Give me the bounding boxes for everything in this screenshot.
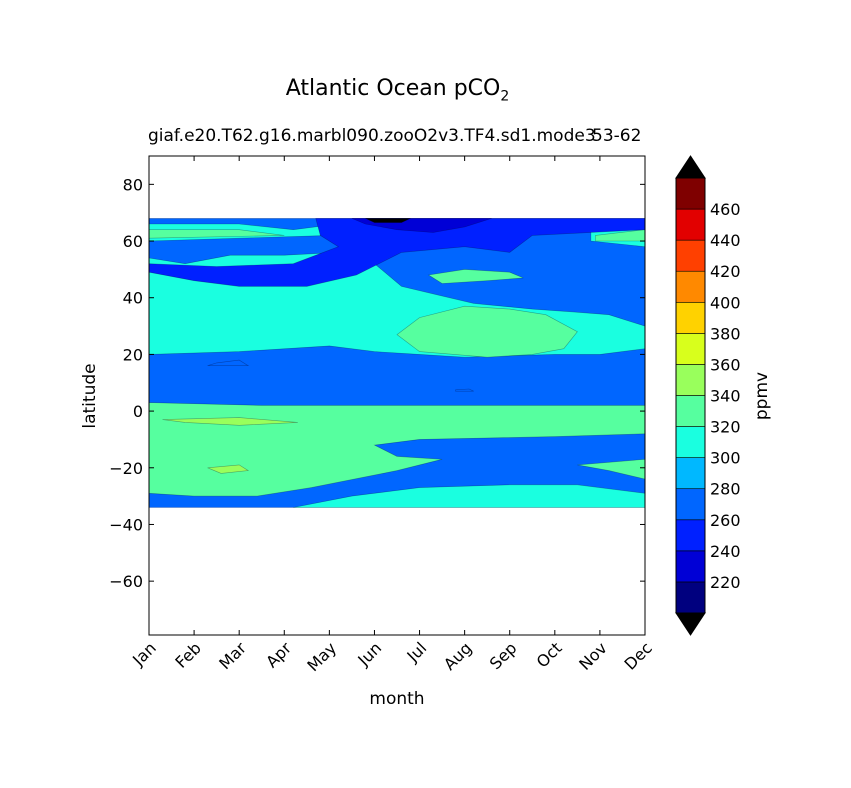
y-tick-label: 60	[123, 232, 143, 251]
chart-subtitle: giaf.e20.T62.g16.marbl090.zooO2v3.TF4.sd…	[148, 126, 596, 146]
x-tick-label: Dec	[620, 638, 655, 673]
y-tick-label: 40	[123, 289, 143, 308]
colorbar-swatch	[675, 581, 706, 614]
colorbar-tick-label: 360	[710, 355, 741, 374]
x-axis-label: month	[369, 689, 424, 709]
colorbar-swatch	[675, 395, 706, 427]
colorbar-tick-label: 260	[710, 511, 741, 530]
colorbar-tick-label: 400	[710, 293, 741, 312]
y-tick-label: −20	[109, 459, 143, 478]
y-tick-label: 0	[133, 402, 143, 421]
x-tick-label: Aug	[440, 638, 476, 674]
colorbar: 220 240 260 280 300 320 340 360 380 400 420 440 460	[675, 155, 741, 636]
colorbar-swatch	[675, 333, 706, 365]
x-tick-label: Nov	[575, 638, 611, 674]
contour-region-9	[595, 229, 645, 242]
colorbar-swatch	[675, 364, 706, 396]
colorbar-tick-label: 280	[710, 480, 741, 499]
colorbar-swatch	[675, 177, 706, 210]
colorbar-swatch	[675, 270, 706, 303]
plot-frame	[148, 155, 646, 636]
colorbar-tick-label: 460	[710, 200, 741, 219]
contour-region-16	[365, 218, 411, 223]
colorbar-frame	[675, 177, 706, 614]
x-tick-label: May	[303, 638, 340, 675]
contour-region-12	[207, 359, 250, 367]
y-tick-label: −60	[109, 572, 143, 591]
contour-region-11	[207, 464, 250, 474]
colorbar-swatch	[675, 519, 706, 552]
colorbar-tick-label: 340	[710, 387, 741, 406]
colorbar-swatch	[675, 457, 706, 490]
x-tick-label: Oct	[533, 638, 566, 671]
colorbar-tick-label: 380	[710, 324, 741, 343]
x-tick-label: Sep	[486, 638, 521, 673]
colorbar-swatch	[675, 426, 706, 458]
contour-region-14	[149, 218, 645, 287]
colorbar-swatch	[675, 488, 706, 521]
x-tick-label: Apr	[262, 638, 295, 671]
y-tick-label: 20	[123, 345, 143, 364]
x-tick-label: Jan	[128, 638, 160, 670]
chart-years-label: 53-62	[592, 126, 642, 146]
colorbar-tick-label: 220	[710, 573, 741, 592]
colorbar-tick-label: 420	[710, 262, 741, 281]
y-axis-label: latitude	[80, 363, 100, 428]
colorbar-label: ppmv	[752, 372, 772, 420]
x-tick-label: Jul	[403, 638, 431, 666]
x-tick-label: Feb	[171, 638, 204, 671]
colorbar-swatch	[675, 301, 706, 334]
y-tick-label: −40	[109, 515, 143, 534]
contour-region-5	[396, 305, 578, 358]
y-tick-label: 80	[123, 175, 143, 194]
colorbar-swatch	[675, 550, 706, 583]
contour-region-4	[149, 402, 645, 497]
colorbar-swatch	[675, 239, 706, 272]
colorbar-tick-label: 300	[710, 449, 741, 468]
colorbar-tick-label: 440	[710, 231, 741, 250]
contour-region-8	[149, 229, 285, 239]
contour-region-13	[455, 388, 474, 392]
contour-regions	[149, 218, 645, 508]
colorbar-swatch	[675, 208, 706, 241]
contour-region-10	[162, 417, 298, 426]
contour-region-7	[577, 458, 645, 480]
colorbar-extend-max	[675, 155, 706, 179]
x-tick-label: Jun	[353, 638, 385, 670]
contour-region-6	[427, 269, 524, 284]
x-tick-label: Mar	[215, 638, 250, 673]
chart-title: Atlantic Ocean pCO2	[285, 76, 510, 105]
y-axis: 80 60 40 20 0 −20 −40 −60	[109, 175, 645, 591]
colorbar-extend-min	[675, 612, 706, 636]
colorbar-tick-label: 320	[710, 418, 741, 437]
colorbar-tick-label: 240	[710, 542, 741, 561]
